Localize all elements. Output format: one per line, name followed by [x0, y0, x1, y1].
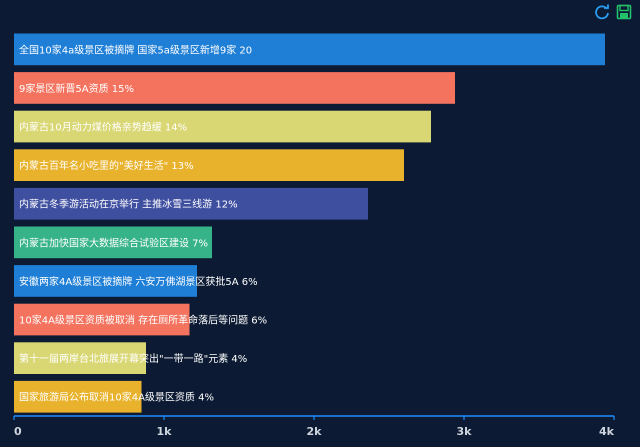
bar-label-4: 内蒙古百年名小吃里的"美好生活" 13% — [19, 159, 194, 172]
bar-label-8: 10家4A级景区资质被取消 存在厕所革命落后等问题 6% — [19, 314, 267, 327]
bar-label-1: 全国10家4a级景区被摘牌 国家5a级景区新增9家 20 — [19, 43, 252, 56]
bar-7[interactable] — [14, 265, 197, 297]
bar-label-7: 安徽两家4A级景区被摘牌 六安万佛湖景区获批5A 6% — [19, 275, 258, 288]
bar-1[interactable] — [14, 33, 605, 66]
bar-label-9: 第十一届两岸台北旅展开幕突出"一带一路"元素 4% — [19, 352, 247, 365]
bar-label-5: 内蒙古冬季游活动在京举行 主推冰雪三线游 12% — [19, 198, 238, 211]
bar-label-3: 内蒙古10月动力煤价格亲势趋缓 14% — [19, 121, 187, 134]
bar-2[interactable] — [14, 72, 455, 104]
x-tick-label-4: 4k — [599, 425, 615, 438]
x-tick-label-2: 2k — [307, 425, 323, 438]
bar-9[interactable] — [14, 342, 146, 374]
bar-label-10: 国家旅游局公布取消10家4A级景区资质 4% — [19, 391, 214, 404]
refresh-icon[interactable] — [594, 4, 610, 20]
bar-10[interactable] — [14, 380, 142, 413]
bar-3[interactable] — [14, 110, 431, 143]
x-tick-label-0: 0 — [14, 425, 22, 438]
bar-label-2: 9家景区新晋5A资质 15% — [19, 82, 134, 95]
chart-toolbar — [594, 4, 632, 20]
save-image-icon[interactable] — [616, 4, 632, 20]
bar-4[interactable] — [14, 149, 404, 181]
bar-6[interactable] — [14, 226, 212, 259]
x-tick-label-1: 1k — [157, 425, 173, 438]
bar-label-6: 内蒙古加快国家大数据综合试验区建设 7% — [19, 236, 208, 249]
bar-8[interactable] — [14, 303, 190, 336]
bar-5[interactable] — [14, 187, 368, 220]
x-tick-label-3: 3k — [457, 425, 473, 438]
